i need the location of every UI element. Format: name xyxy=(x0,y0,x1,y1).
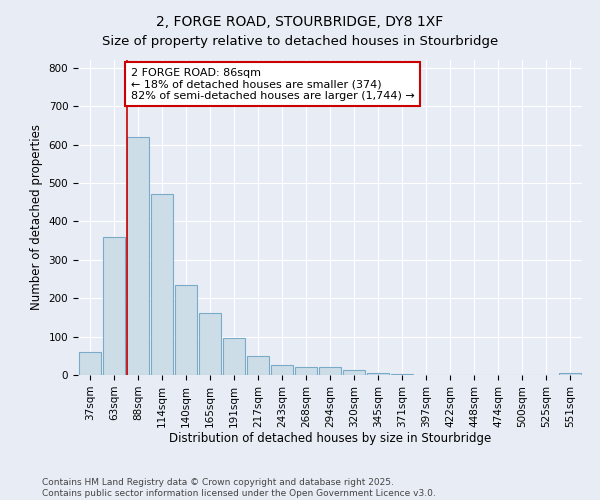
Bar xyxy=(391,374,413,375)
Text: Size of property relative to detached houses in Stourbridge: Size of property relative to detached ho… xyxy=(102,35,498,48)
Text: Contains HM Land Registry data © Crown copyright and database right 2025.
Contai: Contains HM Land Registry data © Crown c… xyxy=(42,478,436,498)
Bar xyxy=(127,137,149,375)
Bar xyxy=(103,236,125,375)
Bar xyxy=(367,373,389,375)
Text: 2 FORGE ROAD: 86sqm
← 18% of detached houses are smaller (374)
82% of semi-detac: 2 FORGE ROAD: 86sqm ← 18% of detached ho… xyxy=(131,68,415,101)
Bar xyxy=(175,284,197,375)
Y-axis label: Number of detached properties: Number of detached properties xyxy=(30,124,43,310)
Bar xyxy=(223,338,245,375)
Bar xyxy=(247,356,269,375)
Bar xyxy=(199,313,221,375)
Bar xyxy=(79,352,101,375)
X-axis label: Distribution of detached houses by size in Stourbridge: Distribution of detached houses by size … xyxy=(169,432,491,446)
Bar xyxy=(151,194,173,375)
Text: 2, FORGE ROAD, STOURBRIDGE, DY8 1XF: 2, FORGE ROAD, STOURBRIDGE, DY8 1XF xyxy=(157,15,443,29)
Bar xyxy=(295,366,317,375)
Bar xyxy=(559,373,581,375)
Bar xyxy=(271,366,293,375)
Bar xyxy=(319,368,341,375)
Bar xyxy=(343,370,365,375)
